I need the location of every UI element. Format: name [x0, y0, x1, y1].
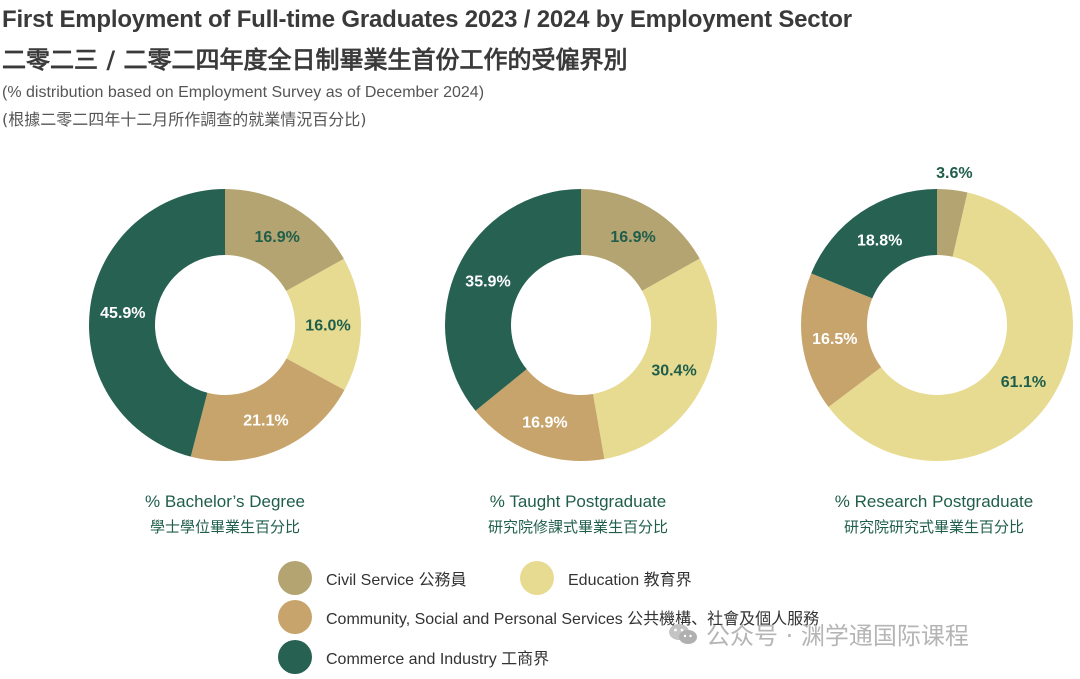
- chart-1-label-education: 16.0%: [305, 318, 350, 335]
- chart-2-slice-civil-service: [581, 189, 700, 291]
- legend-label-education: Education 教育界: [568, 572, 692, 589]
- legend-swatch-education: [520, 561, 554, 595]
- chart-2-slice-community: [475, 369, 605, 461]
- chart-3-slice-education: [828, 192, 1073, 461]
- legend-item-civil-service: Civil Service 公務員: [278, 561, 466, 595]
- chart-3-slice-community: [801, 273, 882, 407]
- chart-3-slice-civil-service: [937, 189, 968, 257]
- chart-3-label-community: 16.5%: [812, 331, 857, 348]
- chart-3-label-commerce: 18.8%: [857, 232, 902, 249]
- chart-title-english: First Employment of Full-time Graduates …: [2, 6, 852, 33]
- chart-1-label-community: 21.1%: [243, 413, 288, 430]
- legend-label-commerce: Commerce and Industry 工商界: [326, 651, 550, 668]
- chart-2-label-commerce: 35.9%: [465, 274, 510, 291]
- legend-item-community: Community, Social and Personal Services …: [278, 600, 819, 634]
- chart-2-title-zh: 研究院修課式畢業生百分比: [487, 518, 668, 536]
- chart-3-title-zh: 研究院研究式畢業生百分比: [843, 518, 1024, 536]
- chart-1-slice-commerce: [88, 189, 225, 457]
- chart-1-slice-civil-service: [225, 189, 344, 291]
- chart-2-title: % Taught Postgraduate: [489, 492, 667, 511]
- chart-3-label-education: 61.1%: [1001, 374, 1046, 391]
- chart-1-slice-education: [286, 258, 361, 391]
- chart-2-label-community: 16.9%: [522, 414, 567, 431]
- chart-3-title: % Research Postgraduate: [834, 492, 1034, 511]
- wechat-icon: [669, 623, 697, 644]
- watermark: 公众号 · 渊学通国际课程: [668, 616, 969, 651]
- chart-1-label-civil-service: 16.9%: [255, 229, 300, 246]
- chart-3-slice-commerce: [811, 189, 937, 299]
- chart-2-slice-education: [593, 258, 717, 459]
- chart-1-title: % Bachelor’s Degree: [144, 492, 305, 511]
- chart-title-chinese: 二零二三 / 二零二四年度全日制畢業生首份工作的受僱界別: [2, 46, 628, 74]
- legend-swatch-civil-service: [278, 561, 312, 595]
- legend-label-civil-service: Civil Service 公務員: [326, 572, 467, 589]
- chart-2-slice-commerce: [445, 189, 581, 411]
- chart-1-label-commerce: 45.9%: [100, 305, 145, 322]
- chart-2-label-education: 30.4%: [651, 362, 696, 379]
- chart-3-label-civil-service: 3.6%: [936, 165, 972, 182]
- chart-subtitle-chinese: (根據二零二四年十二月所作調查的就業情況百分比): [2, 110, 367, 129]
- legend-label-community: Community, Social and Personal Services …: [326, 611, 820, 628]
- chart-2-label-civil-service: 16.9%: [610, 229, 655, 246]
- chart-1-title-zh: 學士學位畢業生百分比: [149, 518, 300, 536]
- legend-item-education: Education 教育界: [520, 561, 692, 595]
- watermark-text: 公众号 · 渊学通国际课程: [706, 622, 969, 650]
- chart-1-slice-community: [190, 358, 345, 461]
- legend-item-commerce: Commerce and Industry 工商界: [278, 640, 549, 674]
- chart-subtitle-english: (% distribution based on Employment Surv…: [2, 84, 485, 101]
- legend-swatch-community: [278, 600, 312, 634]
- legend-swatch-commerce: [278, 640, 312, 674]
